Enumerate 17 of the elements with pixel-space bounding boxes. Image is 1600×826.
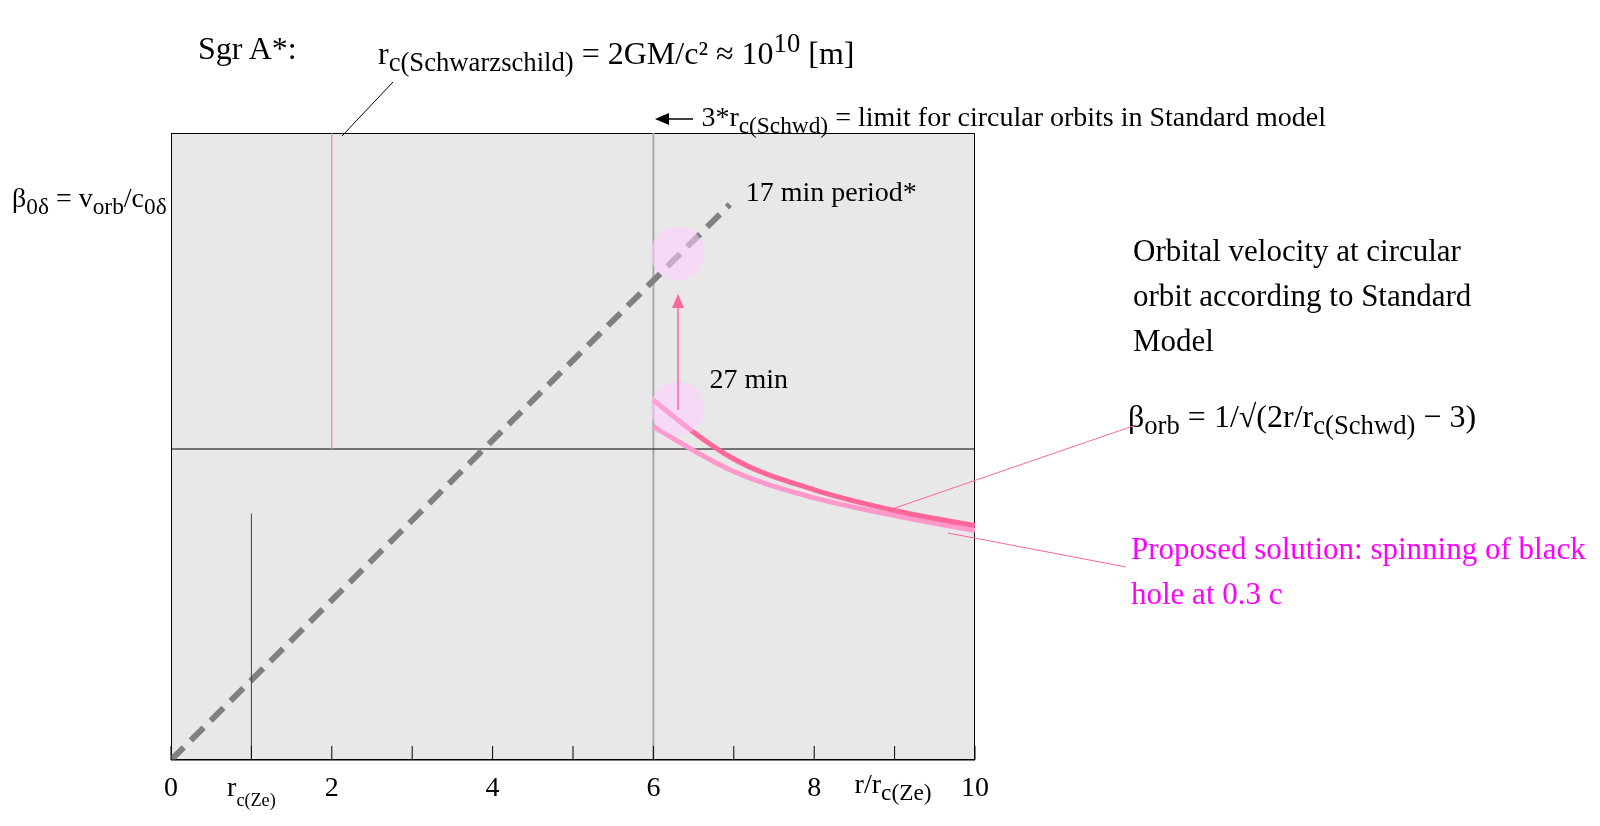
annotation: 17 min period* [745, 176, 917, 209]
x-tick-label: 0 [164, 771, 178, 802]
x-axis-title: r/r$_{c(Ze)}$ [854, 768, 932, 806]
chart-title: Sgr A*: [198, 30, 297, 67]
x-tick-label: 8 [807, 771, 822, 802]
ref-line-label: 3*r$_{c(Schwd)}$ = limit for circular orbits in Standard model [701, 101, 1327, 139]
x-tick-label: 4 [485, 771, 500, 802]
x-tick-label: 2 [324, 771, 339, 802]
text: Proposed solution: spinning of black hole at 0.3 c [1131, 530, 1587, 613]
text: Orbital velocity at circular orbit according to Standard Model [1133, 232, 1473, 360]
y-axis-title: β$_{0δ}$ = v$_{orb}$/c$_{0δ}$ [12, 182, 167, 220]
annotation: 27 min [709, 363, 789, 396]
text: β$_{orb}$ = 1/√(2r/r$_{c(Schwd)}$ − 3) [1128, 398, 1477, 442]
x-tick-label: 10 [961, 771, 989, 802]
chart-subtitle: r$_{c(Schwarzschild)}$ = 2GM/c² ≈ 10$^{10}$ [m] [378, 28, 855, 79]
x-tick-label: r$_{c(Ze)}$ [227, 771, 276, 811]
x-tick-label: 6 [646, 771, 661, 802]
